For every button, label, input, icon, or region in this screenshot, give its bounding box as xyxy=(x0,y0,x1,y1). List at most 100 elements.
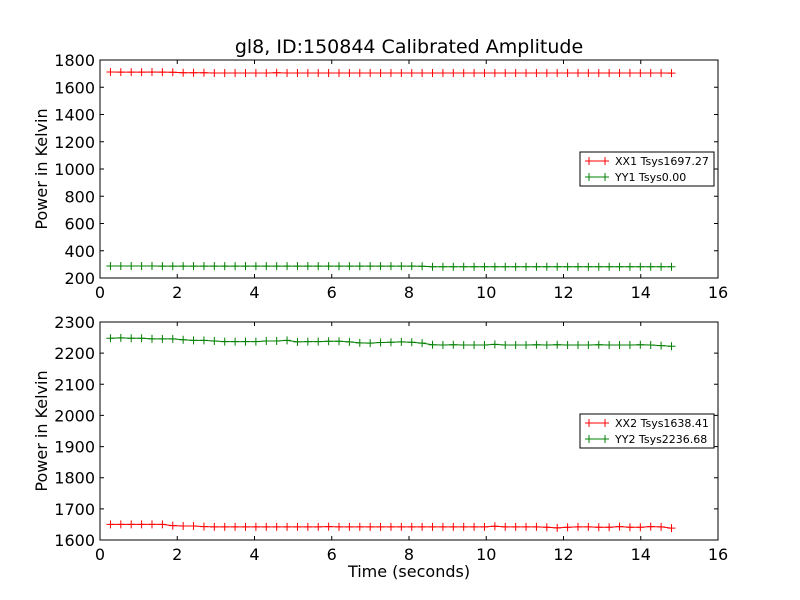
data-point xyxy=(470,341,479,350)
legend-marker xyxy=(585,435,609,443)
y-tick-label: 2300 xyxy=(54,313,95,332)
data-point xyxy=(594,262,603,271)
data-point xyxy=(657,68,666,77)
data-point xyxy=(532,68,541,77)
legend-label: YY2 Tsys2236.68 xyxy=(614,433,707,446)
data-point xyxy=(667,342,676,351)
y-tick-label: 2000 xyxy=(54,406,95,425)
data-point xyxy=(272,336,281,345)
data-point xyxy=(106,67,115,76)
data-point xyxy=(376,522,385,531)
data-point xyxy=(293,522,302,531)
y-tick-label: 600 xyxy=(64,215,95,234)
data-point xyxy=(127,334,136,343)
data-point xyxy=(459,68,468,77)
y-tick-label: 200 xyxy=(64,269,95,288)
x-tick-label: 8 xyxy=(404,545,414,564)
x-tick-label: 2 xyxy=(172,283,182,302)
x-tick-label: 10 xyxy=(476,283,496,302)
data-point xyxy=(283,522,292,531)
data-point xyxy=(459,341,468,350)
data-point xyxy=(137,68,146,77)
data-point xyxy=(158,262,167,271)
data-point xyxy=(594,68,603,77)
data-point xyxy=(168,68,177,77)
data-point xyxy=(480,522,489,531)
data-point xyxy=(594,340,603,349)
data-point xyxy=(636,262,645,271)
data-point xyxy=(573,262,582,271)
legend-marker xyxy=(585,157,609,165)
data-point xyxy=(449,262,458,271)
data-point xyxy=(605,262,614,271)
data-point xyxy=(490,262,499,271)
data-point xyxy=(563,68,572,77)
data-point xyxy=(251,262,260,271)
data-point xyxy=(283,262,292,271)
data-point xyxy=(303,68,312,77)
data-point xyxy=(615,262,624,271)
y-tick-label: 1000 xyxy=(54,160,95,179)
data-point xyxy=(522,522,531,531)
data-point xyxy=(449,340,458,349)
data-point xyxy=(355,338,364,347)
x-tick-label: 8 xyxy=(404,283,414,302)
data-point xyxy=(636,340,645,349)
data-point xyxy=(573,68,582,77)
x-tick-label: 16 xyxy=(708,283,728,302)
data-point xyxy=(137,262,146,271)
data-point xyxy=(210,68,219,77)
data-point xyxy=(231,522,240,531)
data-point xyxy=(625,68,634,77)
data-point xyxy=(314,522,323,531)
data-point xyxy=(137,334,146,343)
data-point xyxy=(199,336,208,345)
data-point xyxy=(480,68,489,77)
x-tick-label: 2 xyxy=(172,545,182,564)
data-point xyxy=(459,262,468,271)
data-point xyxy=(293,337,302,346)
chart-title: gl8, ID:150844 Calibrated Amplitude xyxy=(235,36,583,58)
y-tick-label: 1400 xyxy=(54,106,95,125)
x-axis-label: Time (seconds) xyxy=(347,562,470,581)
data-point xyxy=(615,68,624,77)
data-point xyxy=(532,522,541,531)
data-point xyxy=(553,340,562,349)
data-point xyxy=(646,262,655,271)
data-point xyxy=(490,340,499,349)
data-point xyxy=(625,262,634,271)
y-tick-label: 2200 xyxy=(54,344,95,363)
data-point xyxy=(262,336,271,345)
data-point xyxy=(116,333,125,342)
legend-box xyxy=(579,151,715,187)
x-tick-label: 12 xyxy=(553,545,573,564)
data-point xyxy=(428,340,437,349)
data-point xyxy=(522,341,531,350)
data-point xyxy=(470,262,479,271)
data-point xyxy=(241,522,250,531)
data-point xyxy=(220,522,229,531)
data-point xyxy=(106,520,115,529)
data-point xyxy=(199,68,208,77)
data-point xyxy=(553,68,562,77)
data-point xyxy=(470,522,479,531)
data-point xyxy=(314,262,323,271)
x-tick-label: 0 xyxy=(95,545,105,564)
data-point xyxy=(563,262,572,271)
data-point xyxy=(511,522,520,531)
data-point xyxy=(116,262,125,271)
legend-marker xyxy=(585,173,609,181)
data-point xyxy=(667,524,676,533)
data-point xyxy=(314,68,323,77)
data-point xyxy=(220,337,229,346)
data-point xyxy=(667,262,676,271)
data-point xyxy=(158,334,167,343)
data-point xyxy=(314,337,323,346)
data-point xyxy=(646,341,655,350)
data-point xyxy=(158,68,167,77)
data-point xyxy=(106,334,115,343)
data-point xyxy=(542,523,551,532)
y-tick-label: 1700 xyxy=(54,500,95,519)
data-point xyxy=(106,262,115,271)
